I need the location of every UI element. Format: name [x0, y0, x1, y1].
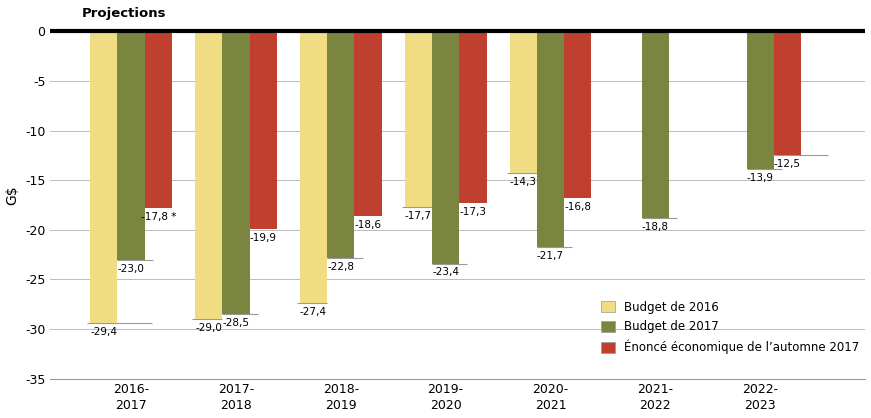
- Bar: [537, 31, 564, 247]
- Text: -28,5: -28,5: [222, 318, 249, 328]
- Text: -27,4: -27,4: [300, 307, 327, 317]
- Bar: [459, 31, 487, 203]
- Bar: [145, 31, 172, 208]
- Bar: [642, 31, 669, 218]
- Bar: [90, 31, 118, 323]
- Text: Projections: Projections: [82, 7, 166, 20]
- Text: -17,8 *: -17,8 *: [140, 212, 176, 222]
- Bar: [249, 31, 277, 229]
- Text: -29,4: -29,4: [91, 327, 118, 337]
- Bar: [432, 31, 459, 263]
- Bar: [327, 31, 354, 257]
- Text: -18,8: -18,8: [642, 222, 669, 232]
- Bar: [405, 31, 432, 207]
- Text: -23,4: -23,4: [432, 268, 459, 278]
- Text: -16,8: -16,8: [564, 202, 591, 212]
- Y-axis label: G$: G$: [5, 185, 19, 205]
- Text: -12,5: -12,5: [774, 159, 801, 169]
- Bar: [118, 31, 145, 260]
- Bar: [195, 31, 222, 319]
- Bar: [354, 31, 381, 216]
- Text: -17,7: -17,7: [405, 211, 432, 221]
- Text: -13,9: -13,9: [746, 173, 773, 183]
- Text: -17,3: -17,3: [459, 207, 486, 217]
- Text: -29,0: -29,0: [195, 323, 222, 333]
- Text: -19,9: -19,9: [250, 233, 277, 243]
- Bar: [746, 31, 773, 169]
- Legend: Budget de 2016, Budget de 2017, Énoncé économique de l’automne 2017: Budget de 2016, Budget de 2017, Énoncé é…: [601, 301, 860, 354]
- Text: -21,7: -21,7: [537, 251, 564, 261]
- Bar: [773, 31, 801, 155]
- Bar: [510, 31, 537, 173]
- Text: -18,6: -18,6: [354, 220, 381, 230]
- Text: -22,8: -22,8: [327, 262, 354, 272]
- Text: -14,3: -14,3: [510, 177, 537, 187]
- Bar: [564, 31, 591, 198]
- Bar: [222, 31, 249, 314]
- Bar: [300, 31, 327, 303]
- Text: -23,0: -23,0: [118, 263, 145, 273]
